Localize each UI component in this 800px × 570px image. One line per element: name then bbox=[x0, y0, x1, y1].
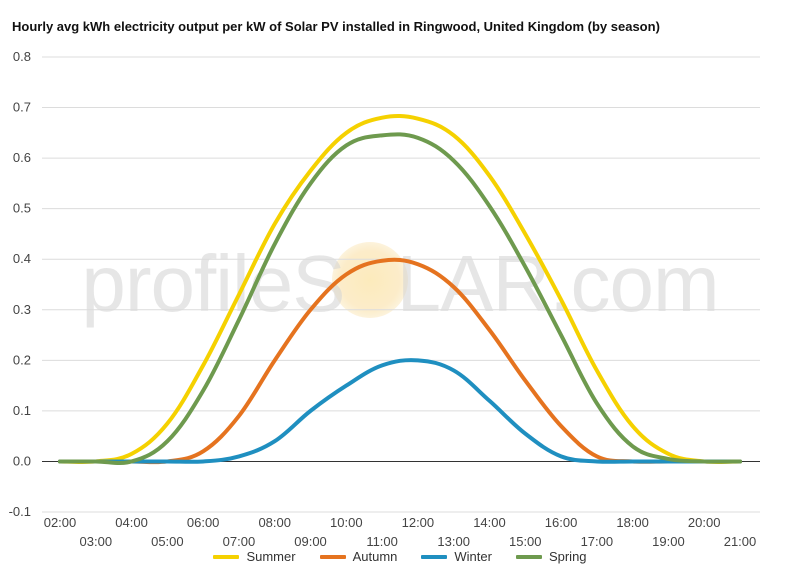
legend-label: Spring bbox=[548, 549, 587, 564]
x-tick-label: 15:00 bbox=[509, 534, 542, 549]
series-line-summer bbox=[58, 114, 742, 465]
legend-swatch bbox=[421, 554, 448, 559]
x-tick-label: 20:00 bbox=[688, 515, 721, 530]
x-tick-label: 08:00 bbox=[258, 515, 291, 530]
y-tick-label: 0.7 bbox=[13, 100, 31, 115]
legend-swatch bbox=[515, 554, 542, 559]
y-tick-label: 0.5 bbox=[13, 201, 31, 216]
series-lines bbox=[58, 114, 742, 466]
x-tick-label: 17:00 bbox=[581, 534, 614, 549]
legend: Summer Autumn Winter Spring bbox=[0, 549, 800, 564]
x-tick-label: 10:00 bbox=[330, 515, 363, 530]
y-tick-label: 0.3 bbox=[13, 302, 31, 317]
x-tick-label: 13:00 bbox=[437, 534, 470, 549]
y-axis-ticks: 0.8 0.7 0.6 0.5 0.4 0.3 0.2 0.1 0.0 -0.1 bbox=[9, 49, 31, 519]
x-tick-label: 02:00 bbox=[44, 515, 77, 530]
x-tick-label: 14:00 bbox=[473, 515, 506, 530]
legend-item-autumn[interactable]: Autumn bbox=[319, 549, 398, 564]
legend-swatch bbox=[213, 554, 240, 559]
x-tick-label: 21:00 bbox=[724, 534, 757, 549]
series-line-winter bbox=[58, 358, 742, 464]
x-tick-label: 06:00 bbox=[187, 515, 220, 530]
series-line-spring bbox=[58, 132, 742, 466]
y-tick-label: 0.0 bbox=[13, 453, 31, 468]
x-tick-label: 16:00 bbox=[545, 515, 578, 530]
y-tick-label: 0.6 bbox=[13, 150, 31, 165]
y-tick-label: 0.1 bbox=[13, 403, 31, 418]
y-tick-label: 0.8 bbox=[13, 49, 31, 64]
legend-label: Winter bbox=[454, 549, 492, 564]
x-tick-label: 12:00 bbox=[402, 515, 435, 530]
legend-item-summer[interactable]: Summer bbox=[213, 549, 296, 564]
x-tick-label: 19:00 bbox=[652, 534, 685, 549]
watermark-sun-icon bbox=[332, 242, 408, 318]
x-tick-label: 09:00 bbox=[294, 534, 327, 549]
y-tick-label: -0.1 bbox=[9, 504, 31, 519]
legend-item-winter[interactable]: Winter bbox=[421, 549, 492, 564]
x-tick-label: 05:00 bbox=[151, 534, 184, 549]
gridlines bbox=[42, 56, 760, 513]
legend-swatch bbox=[319, 554, 346, 559]
legend-label: Summer bbox=[246, 549, 296, 564]
legend-label: Autumn bbox=[352, 549, 398, 564]
x-tick-label: 04:00 bbox=[115, 515, 148, 530]
y-tick-label: 0.2 bbox=[13, 352, 31, 367]
chart-title: Hourly avg kWh electricity output per kW… bbox=[12, 19, 660, 34]
legend-item-spring[interactable]: Spring bbox=[515, 549, 587, 564]
x-axis-ticks: 02:0003:0004:0005:0006:0007:0008:0009:00… bbox=[44, 515, 757, 549]
x-tick-label: 18:00 bbox=[616, 515, 649, 530]
x-tick-label: 03:00 bbox=[80, 534, 113, 549]
x-tick-label: 11:00 bbox=[366, 534, 398, 549]
y-tick-label: 0.4 bbox=[13, 251, 31, 266]
x-tick-label: 07:00 bbox=[223, 534, 256, 549]
